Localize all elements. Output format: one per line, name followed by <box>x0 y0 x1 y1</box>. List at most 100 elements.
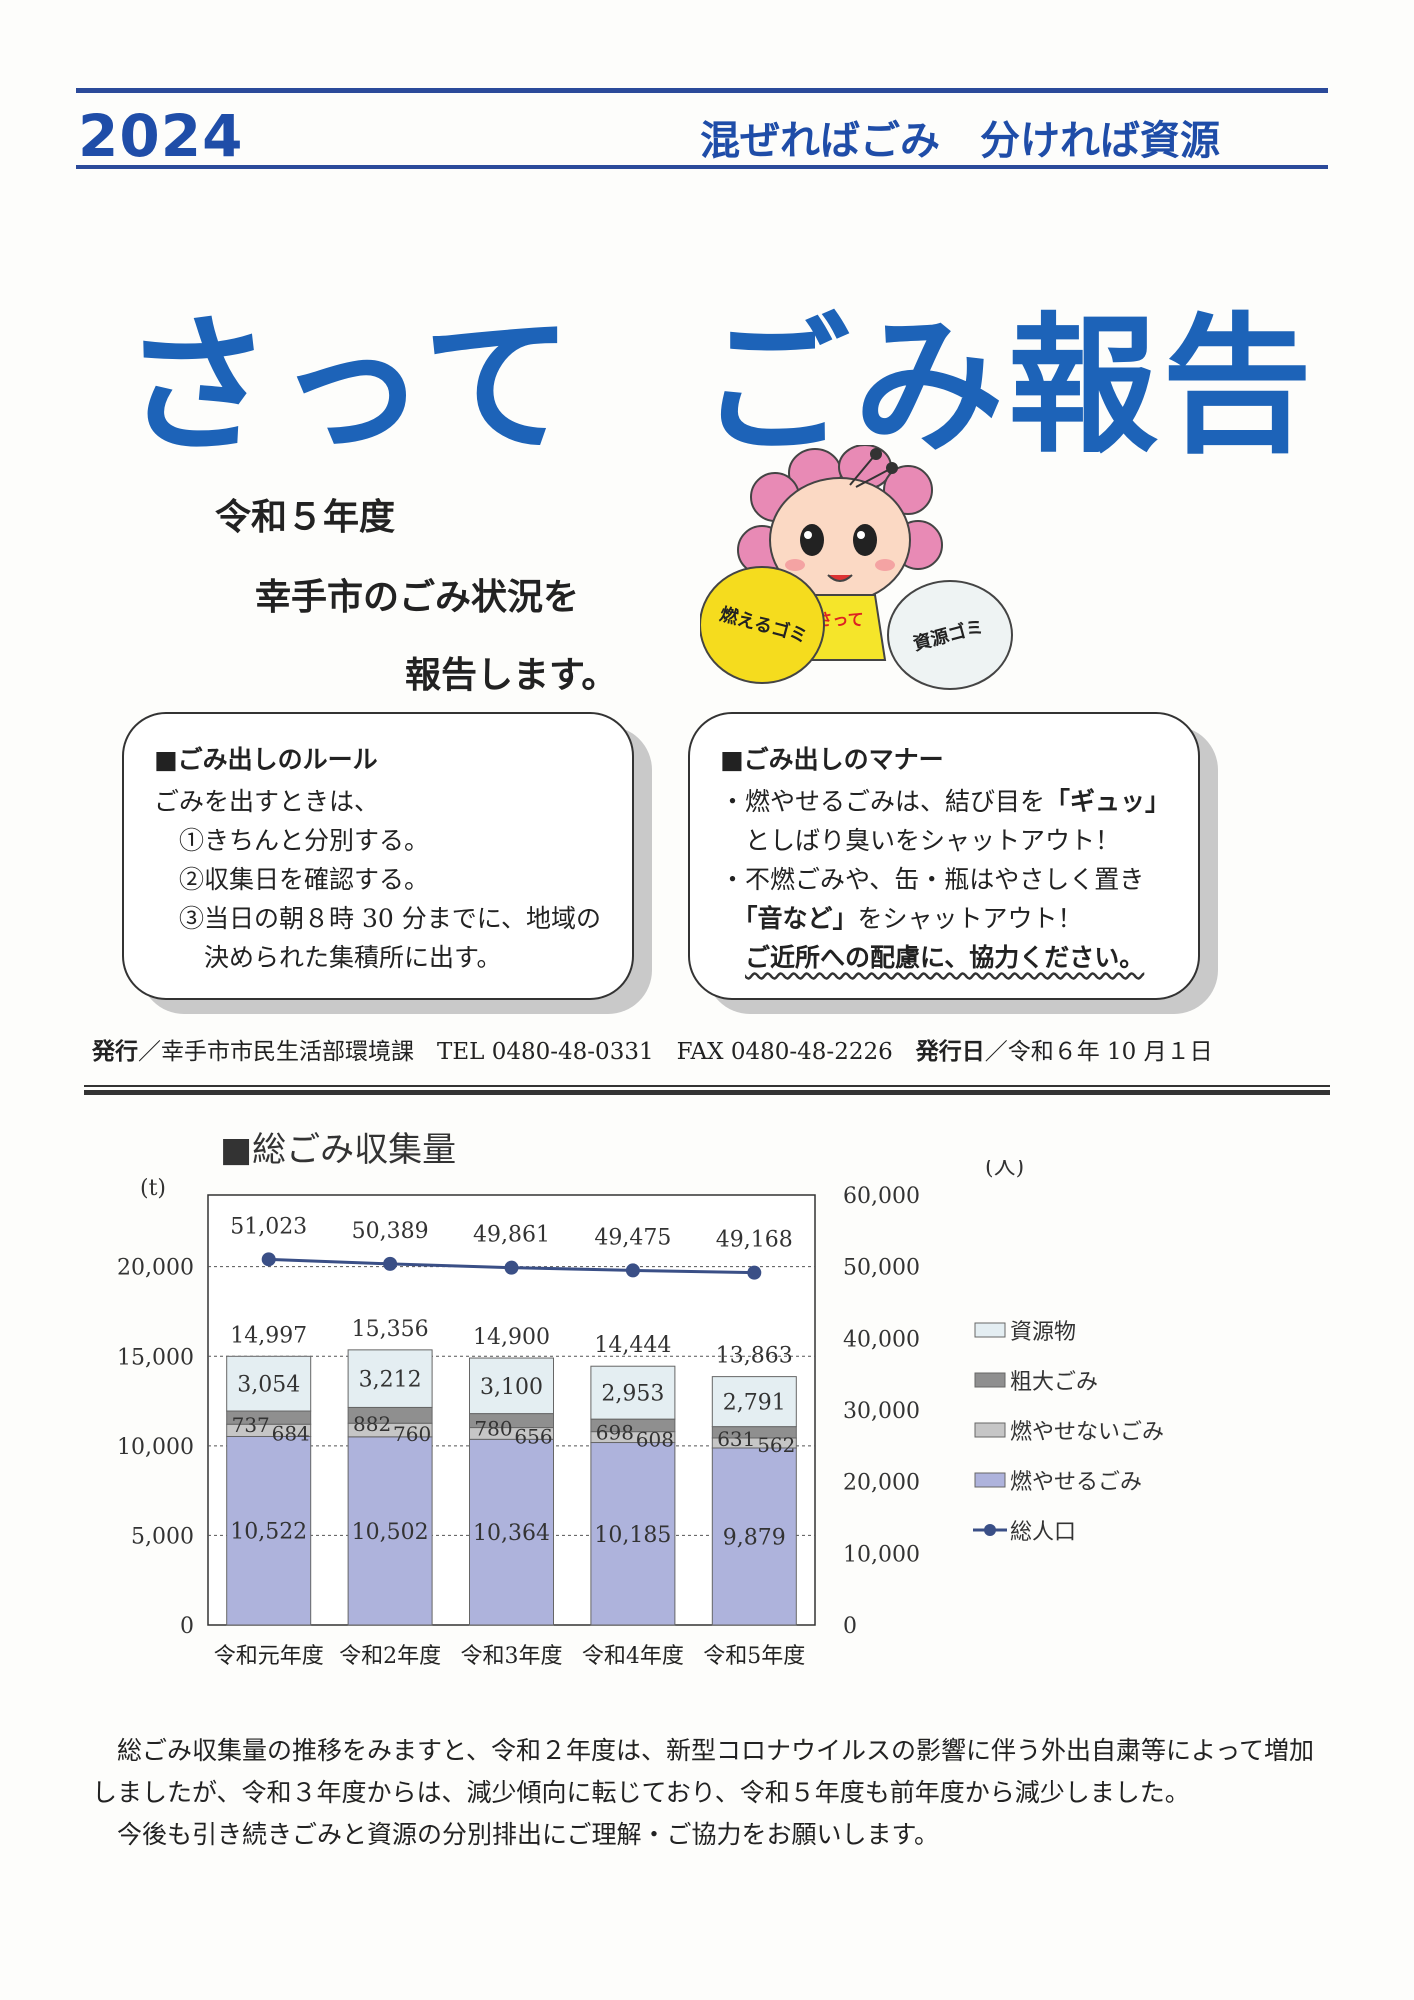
legend-label: 粗大ごみ <box>1010 1370 1098 1395</box>
intro-line1: 令和５年度 <box>215 497 396 538</box>
data-label: 882 <box>353 1412 391 1436</box>
publisher-line: 発行／幸手市市民生活部環境課 TEL 0480-48-0331 FAX 0480… <box>92 1039 1213 1065</box>
rules-title: ■ごみ出しのルール <box>154 745 378 774</box>
y2-tick-label: 40,000 <box>843 1327 920 1352</box>
population-label: 51,023 <box>230 1214 307 1239</box>
legend-swatch <box>974 1472 1006 1488</box>
bar-segment <box>711 1376 797 1428</box>
data-label: 10,502 <box>352 1520 429 1545</box>
bar-segment <box>469 1438 554 1626</box>
population-label: 49,475 <box>594 1225 671 1250</box>
bar-segment <box>347 1349 433 1408</box>
rules-line: ごみを出すときは、 <box>154 787 380 816</box>
section-divider-thin <box>84 1085 1330 1087</box>
data-label: 608 <box>636 1428 674 1452</box>
bar-segment <box>226 1355 312 1412</box>
data-label: 760 <box>393 1422 431 1446</box>
x-tick-label: 令和3年度 <box>461 1644 563 1669</box>
title-right: ごみ報告 <box>700 300 1317 474</box>
header-slogan: 混ぜればごみ 分ければ資源 <box>700 118 1220 164</box>
legend-swatch <box>974 1422 1006 1438</box>
population-label: 49,168 <box>716 1228 793 1253</box>
manners-line-4: 「音など」をシャットアウト！ <box>745 904 1083 933</box>
data-label: 737 <box>232 1413 270 1437</box>
population-point <box>504 1260 519 1275</box>
manners-title: ■ごみ出しのマナー <box>720 745 944 774</box>
header-top-rule <box>76 88 1328 93</box>
x-tick-label: 令和5年度 <box>703 1644 805 1669</box>
manners-line-2: としばり臭いをシャットアウト！ <box>720 826 1121 855</box>
y2-tick-label: 60,000 <box>843 1184 920 1209</box>
rules-box: ■ごみ出しのルール ごみを出すときは、 ①きちんと分別する。 ②収集日を確認する… <box>122 712 634 1000</box>
data-label: 10,522 <box>230 1520 307 1545</box>
data-label: 684 <box>272 1421 310 1445</box>
summary-paragraph-1: 総ごみ収集量の推移をみますと、令和２年度は、新型コロナウイルスの影響に伴う外出自… <box>92 1736 1315 1807</box>
total-label: 14,900 <box>473 1325 550 1350</box>
bar-segment <box>347 1436 433 1626</box>
bar-segment <box>711 1447 797 1626</box>
manners-line-3: ・不燃ごみや、缶・瓶はやさしく置き <box>720 865 1145 894</box>
data-label: 3,212 <box>359 1368 422 1393</box>
bar-segment <box>226 1435 312 1626</box>
population-point <box>261 1252 276 1267</box>
manners-line-1: ・燃やせるごみは、結び目を「ギュッ」 <box>720 787 1171 816</box>
y2-tick-label: 10,000 <box>843 1542 920 1567</box>
data-label: 562 <box>757 1433 795 1457</box>
data-label: 3,054 <box>237 1373 300 1398</box>
manners-emphasis-gyu: 「ギュッ」 <box>1045 787 1171 816</box>
legend-swatch <box>974 1322 1006 1338</box>
data-label: 2,791 <box>723 1391 786 1416</box>
population-label: 49,861 <box>473 1223 550 1248</box>
y2-tick-label: 0 <box>843 1614 857 1639</box>
mascot-illustration: さって 燃えるゴミ 資源ゴミ <box>700 445 1013 690</box>
x-tick-label: 令和2年度 <box>339 1644 441 1669</box>
y2-axis-unit: (人) <box>985 1160 1024 1180</box>
title-left: さって <box>122 300 577 474</box>
header-bottom-rule <box>76 165 1328 169</box>
y-tick-label: 15,000 <box>117 1345 194 1370</box>
mascot-body-text: さって <box>816 610 863 629</box>
population-label: 50,389 <box>352 1219 429 1244</box>
header-year: 2024 <box>78 102 244 170</box>
data-label: 698 <box>596 1421 634 1445</box>
legend-label: 資源物 <box>1010 1320 1076 1345</box>
y2-tick-label: 20,000 <box>843 1471 920 1496</box>
data-label: 9,879 <box>723 1526 786 1551</box>
total-label: 14,444 <box>594 1333 671 1358</box>
bar-segment <box>590 1365 676 1420</box>
manners-emphasis-oto: 「音など」 <box>745 904 858 933</box>
total-label: 13,863 <box>716 1344 793 1369</box>
y-tick-label: 0 <box>180 1614 194 1639</box>
manners-box: ■ごみ出しのマナー ・燃やせるごみは、結び目を「ギュッ」 としばり臭いをシャット… <box>688 712 1200 1000</box>
data-label: 656 <box>514 1424 552 1448</box>
data-label: 2,953 <box>601 1382 664 1407</box>
rules-line: ①きちんと分別する。 <box>154 826 430 855</box>
data-label: 3,100 <box>480 1375 543 1400</box>
legend-line-marker <box>984 1524 996 1536</box>
bar-segment <box>469 1357 554 1415</box>
rules-line: ②収集日を確認する。 <box>154 865 430 894</box>
x-tick-label: 令和4年度 <box>582 1644 684 1669</box>
y2-tick-label: 50,000 <box>843 1256 920 1281</box>
bar-segment <box>590 1442 676 1626</box>
y-tick-label: 10,000 <box>117 1435 194 1460</box>
x-tick-label: 令和元年度 <box>214 1644 324 1669</box>
y2-tick-label: 30,000 <box>843 1399 920 1424</box>
y-axis-unit: (t) <box>140 1176 166 1201</box>
population-point <box>383 1256 398 1271</box>
total-label: 14,997 <box>230 1323 307 1348</box>
summary-paragraph-2: 今後も引き続きごみと資源の分別排出にご理解・ご協力をお願いします。 <box>92 1820 940 1849</box>
rules-line: 決められた集積所に出す。 <box>154 943 502 972</box>
legend-label: 燃やせるごみ <box>1010 1470 1142 1495</box>
data-label: 780 <box>474 1417 512 1441</box>
data-label: 10,185 <box>594 1523 671 1548</box>
garbage-collection-chart: 0 5,000 10,000 15,000 20,000 (t) 0 10,000 20,000… <box>117 1160 1164 1669</box>
rules-line: ③当日の朝８時 30 分までに、地域の <box>154 904 601 933</box>
y-tick-label: 5,000 <box>131 1524 194 1549</box>
data-label: 631 <box>717 1427 755 1451</box>
data-label: 10,364 <box>473 1521 550 1546</box>
section-divider-thick <box>84 1090 1330 1095</box>
population-point <box>625 1263 640 1278</box>
manners-line-5: ご近所への配慮に、協力ください。 <box>745 943 1145 972</box>
intro-line3: 報告します。 <box>405 655 618 696</box>
